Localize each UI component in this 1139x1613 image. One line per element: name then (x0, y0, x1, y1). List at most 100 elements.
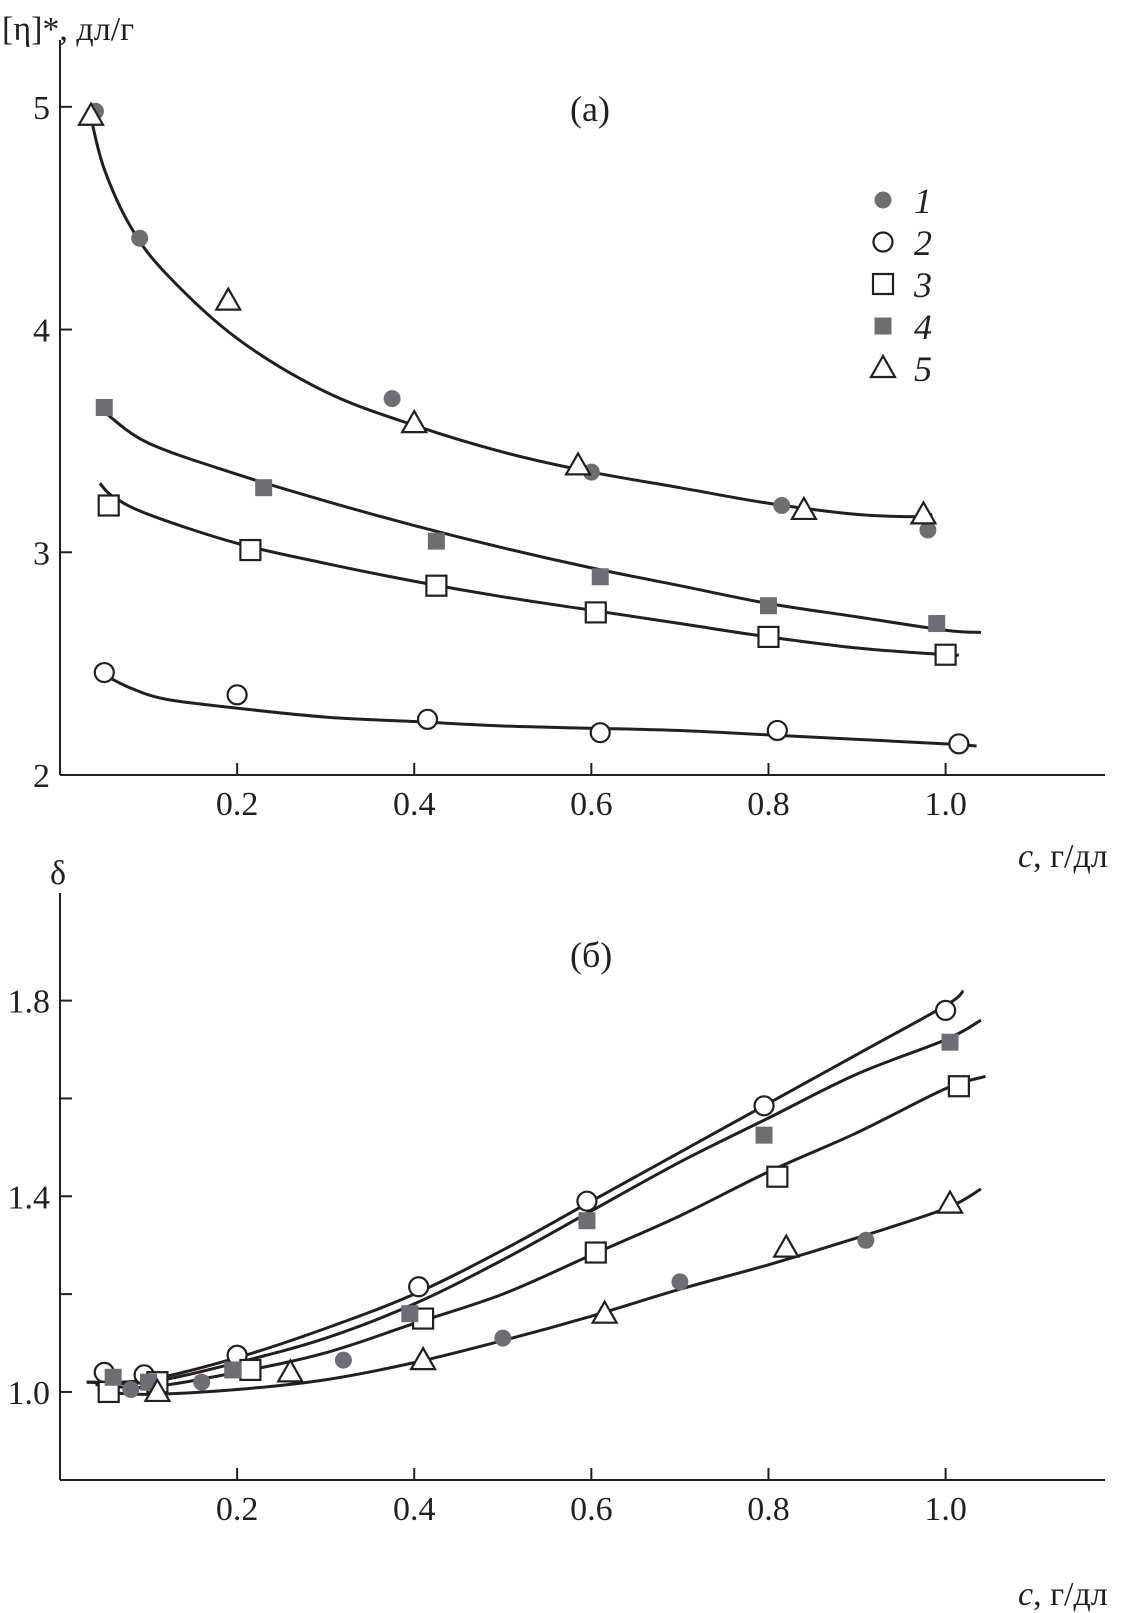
panel-b-fit-curve (104, 1187, 982, 1396)
panel-b-series-2-point (408, 1276, 430, 1298)
panel-a-series-1-point (383, 390, 401, 408)
panel-b-series-3-point (766, 1165, 789, 1188)
panel-a-series-5-point (909, 500, 938, 525)
panel-b-series-2-point (576, 1190, 598, 1212)
panel-b-series-2-point (934, 999, 957, 1022)
panel-b-fit-curve (86, 1018, 982, 1386)
panel-b-x-axis-label-var: c (1018, 1576, 1033, 1613)
panel-b-series-5-point (409, 1345, 437, 1371)
panel-b-series-4-point (755, 1126, 773, 1144)
panel-b-y-tick-label: 1.0 (8, 1375, 51, 1412)
panel-a-series-2-point (93, 661, 115, 684)
panel-b-series-1-point (671, 1273, 689, 1291)
panel-b-x-tick-label: 0.8 (747, 1491, 790, 1528)
panel-b-series-1-point (122, 1381, 140, 1399)
panel-a-y-tick-label: 3 (33, 535, 50, 572)
panel-a-x-axis-label-var: c (1018, 838, 1033, 875)
panel-a-series-3-point (934, 643, 957, 666)
panel-b-x-tick-label: 0.2 (216, 1491, 259, 1528)
panel-a-series-2-point (766, 719, 788, 742)
panel-b-series-5-point (936, 1189, 964, 1214)
panel-b-series-5-point (276, 1358, 305, 1383)
panel-a-series-5-point (790, 495, 818, 521)
panel-a-y-axis-label: [η]*, дл/г (2, 11, 134, 48)
panel-a-x-tick-label: 0.2 (216, 786, 259, 823)
panel-a-series-4-point (928, 615, 946, 633)
panel-a-x-tick-label: 0.8 (747, 786, 790, 823)
panel-b-y-axis-label: δ (50, 855, 66, 892)
panel-a-fit-curve (103, 410, 982, 634)
panel-b-chart: δ (б) c, г/дл 0.2 0.4 0.6 0.8 1.0 1.0 1.4 1.8 (8, 855, 1108, 1613)
panel-b-series-1-point (857, 1231, 875, 1249)
panel-b-x-axis-label-unit: , г/дл (1033, 1576, 1108, 1613)
panel-a-series-4-point (591, 568, 609, 586)
legend-marker-3 (871, 272, 895, 296)
panel-b-x-tick-label: 0.4 (393, 1491, 436, 1528)
panel-b-label: (б) (570, 935, 612, 975)
panel-a-series-5-point (400, 408, 429, 434)
panel-a-fit-curve (89, 117, 933, 519)
panel-a-series-4-point (427, 532, 445, 550)
panel-a-x-axis-label-unit: , г/дл (1033, 838, 1108, 875)
panel-a-x-tick-label: 0.4 (393, 786, 436, 823)
legend-label-4: 4 (914, 307, 932, 347)
panel-a-series-3-point (239, 538, 262, 562)
panel-a-series-3-point (757, 625, 780, 649)
panel-b-x-tick-label: 0.6 (570, 1491, 613, 1528)
panel-a-series-4-point (759, 597, 777, 615)
panel-b-x-tick-label: 1.0 (924, 1491, 967, 1528)
panel-a-series-5-point (77, 101, 105, 126)
panel-a-series-3-point (584, 601, 607, 624)
panel-a-x-tick-label: 1.0 (924, 786, 967, 823)
panel-a-fit-curve (103, 673, 977, 748)
panel-a-series-5-point (564, 451, 592, 476)
panel-b-series-4-point (941, 1033, 959, 1051)
panel-b-series-1-point (334, 1351, 352, 1369)
panel-a-series-5-point (214, 286, 243, 311)
panel-b-fit-curve (95, 1074, 986, 1390)
panel-a-series-2-point (948, 733, 970, 755)
panel-b-series-5-point (590, 1299, 619, 1324)
panel-a-series-2-point (416, 708, 439, 730)
panel-b-series-4-point (401, 1305, 419, 1323)
legend-label-3: 3 (913, 265, 932, 305)
panel-a-fit-curve (98, 482, 960, 657)
panel-b-series-3-point (947, 1075, 970, 1098)
panel-b-series-5-point (772, 1233, 801, 1258)
legend-marker-2 (872, 231, 894, 253)
panel-b-series-4-point (224, 1361, 242, 1379)
legend-label-2: 2 (914, 223, 932, 263)
panel-a-series-1-point (773, 497, 791, 514)
panel-a-series-4-point (95, 399, 113, 416)
panel-a-y-tick-label: 2 (33, 758, 50, 795)
legend-marker-1 (874, 191, 892, 209)
panel-a-series-3-point (97, 494, 120, 517)
panel-b-series-4-point (104, 1368, 122, 1386)
legend-label-1: 1 (914, 181, 932, 221)
panel-a-label: (а) (570, 89, 610, 129)
panel-a-series-2-point (589, 722, 611, 744)
panel-a-series-1-point (131, 229, 149, 247)
panel-b-series-5-point (143, 1377, 172, 1403)
panel-a-y-tick-label: 4 (33, 313, 50, 350)
panel-a-series-4-point (255, 479, 273, 497)
panel-b-series-3-point (584, 1241, 607, 1264)
panel-a-series-1-point (919, 521, 937, 539)
legend-label-5: 5 (914, 349, 932, 389)
panel-b-series-1-point (494, 1329, 512, 1347)
panel-b-y-tick-label: 1.4 (8, 1179, 51, 1216)
panel-a-y-tick-label: 5 (33, 90, 50, 127)
panel-b-fit-curve (86, 989, 965, 1384)
panel-a-x-axis-label: c, г/дл (1018, 838, 1108, 875)
panel-a-series-2-point (226, 684, 248, 706)
panel-b-series-3-point (239, 1358, 262, 1382)
panel-a-series-3-point (425, 574, 448, 597)
legend-marker-5 (869, 353, 897, 379)
panel-b-y-tick-label: 1.8 (8, 984, 51, 1021)
legend-marker-4 (874, 317, 892, 335)
panel-b-series-2-point (753, 1095, 775, 1117)
panel-b-x-axis-label: c, г/дл (1018, 1576, 1108, 1613)
